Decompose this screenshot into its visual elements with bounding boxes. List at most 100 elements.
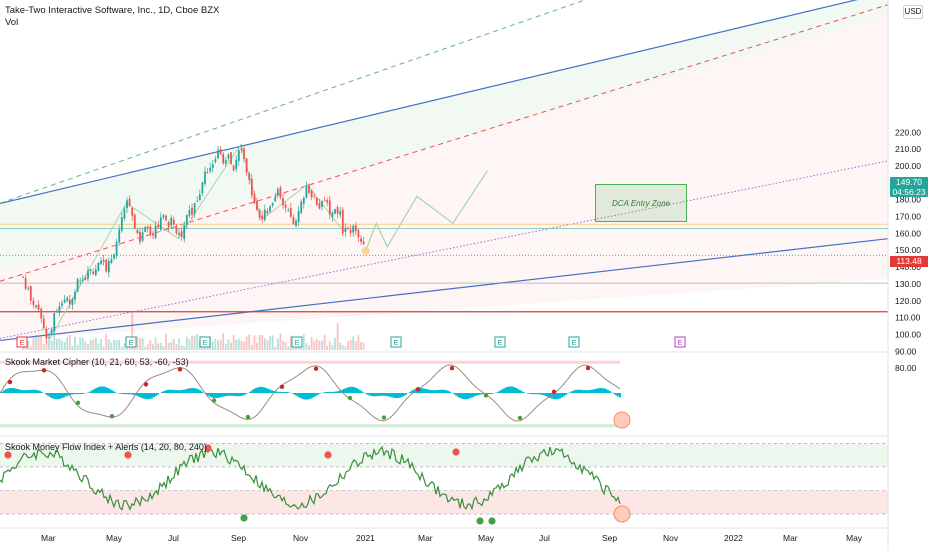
volume-bar — [152, 344, 154, 350]
candle-body — [266, 211, 269, 214]
symbol-title[interactable]: Take-Two Interactive Software, Inc., 1D,… — [5, 5, 220, 16]
candle-body — [297, 210, 300, 223]
earnings-marker-label: E — [394, 338, 399, 347]
candle-body — [295, 220, 297, 227]
cipher-dot — [279, 384, 285, 389]
earnings-marker-label: E — [498, 338, 503, 347]
volume-bar — [183, 346, 186, 350]
time-tick-label: 2022 — [724, 533, 743, 543]
candle-body — [349, 229, 352, 233]
time-tick-label: Nov — [293, 533, 309, 543]
mfi-overbought-band — [0, 443, 888, 467]
candle-body — [339, 211, 342, 215]
candle-body — [334, 209, 336, 214]
current-price-marker — [361, 246, 370, 255]
volume-bar — [328, 341, 331, 350]
volume-bar — [94, 337, 97, 350]
candle-body — [118, 229, 121, 243]
cipher-indicator-title[interactable]: Skook Market Cipher (10, 21, 60, 53, -60… — [5, 357, 189, 367]
volume-bar — [235, 339, 238, 350]
candle-body — [362, 241, 365, 245]
mfi-oversold-signal — [476, 517, 484, 525]
volume-bar — [222, 333, 225, 350]
volume-bar — [63, 341, 66, 350]
time-tick-label: Jul — [168, 533, 179, 543]
earnings-marker — [390, 336, 402, 348]
candle-body — [253, 194, 256, 204]
volume-bar — [191, 335, 193, 350]
mfi-indicator-title[interactable]: Skook Money Flow Index + Alerts (14, 20,… — [5, 442, 207, 452]
candle-body — [42, 318, 45, 329]
volume-bar — [230, 342, 232, 350]
support-price-tag: 113.48 — [890, 256, 928, 267]
volume-label[interactable]: Vol — [5, 17, 19, 28]
cipher-dot — [177, 367, 183, 372]
cipher-dot — [551, 389, 557, 394]
currency-badge[interactable]: USD — [903, 5, 923, 19]
price-tick-label: 200.00 — [895, 161, 921, 171]
volume-bar — [224, 343, 227, 350]
candle-body — [204, 171, 206, 184]
cipher-dot — [483, 393, 489, 398]
candle-body — [344, 227, 347, 232]
volume-bar — [100, 338, 102, 350]
mfi-overbought-signal — [452, 448, 460, 456]
candle-body — [63, 299, 66, 303]
earnings-marker-label: E — [129, 338, 134, 347]
candle-body — [347, 228, 349, 229]
candle-body — [193, 203, 196, 214]
volume-bar — [175, 344, 178, 350]
candle-body — [308, 184, 310, 193]
earnings-marker-label: E — [572, 338, 577, 347]
volume-bar — [339, 342, 342, 350]
earnings-markers: EEEEEEEEE — [16, 336, 686, 348]
candle-body — [113, 254, 115, 259]
time-tick-label: Sep — [231, 533, 246, 543]
cipher-dot — [415, 387, 421, 392]
volume-bar — [89, 340, 92, 350]
candle-body — [24, 278, 27, 289]
volume-bar — [29, 346, 32, 350]
volume-bar — [292, 346, 295, 350]
candle-body — [178, 232, 180, 235]
candle-body — [336, 207, 339, 214]
volume-bar — [172, 338, 175, 350]
candle-body — [219, 148, 222, 155]
volume-bar — [352, 336, 355, 350]
price-tick-label: 160.00 — [895, 228, 921, 238]
candle-body — [250, 178, 253, 196]
candle-body — [209, 167, 212, 172]
price-tick-label: 100.00 — [895, 329, 921, 339]
volume-bar — [248, 334, 251, 350]
candle-body — [170, 217, 173, 226]
time-tick-label: Sep — [602, 533, 617, 543]
cipher-dot — [449, 366, 455, 371]
dca-entry-zone[interactable]: DCA Entry Zone — [595, 184, 687, 222]
candle-body — [37, 304, 40, 310]
candle-body — [256, 201, 258, 211]
candle-body — [89, 269, 92, 272]
candle-body — [61, 303, 63, 306]
candle-body — [131, 207, 134, 216]
candle-body — [22, 276, 24, 278]
candle-body — [198, 194, 201, 201]
volume-bar — [295, 346, 297, 350]
cipher-upper-band — [0, 360, 620, 364]
time-tick-label: Mar — [418, 533, 433, 543]
candle-body — [180, 231, 183, 237]
volume-bar — [84, 341, 87, 350]
candle-body — [245, 158, 248, 173]
volume-bar — [287, 346, 290, 350]
volume-bar — [81, 337, 84, 350]
candle-body — [162, 215, 165, 218]
volume-bar — [243, 341, 245, 350]
chart-header: Take-Two Interactive Software, Inc., 1D,… — [5, 5, 219, 29]
candle-body — [185, 214, 188, 226]
volume-bar — [214, 339, 217, 350]
volume-bar — [261, 335, 264, 350]
volume-bar — [55, 338, 58, 350]
earnings-marker — [125, 336, 137, 348]
volume-bar — [37, 336, 40, 350]
mid-upper-dashed — [0, 0, 587, 204]
